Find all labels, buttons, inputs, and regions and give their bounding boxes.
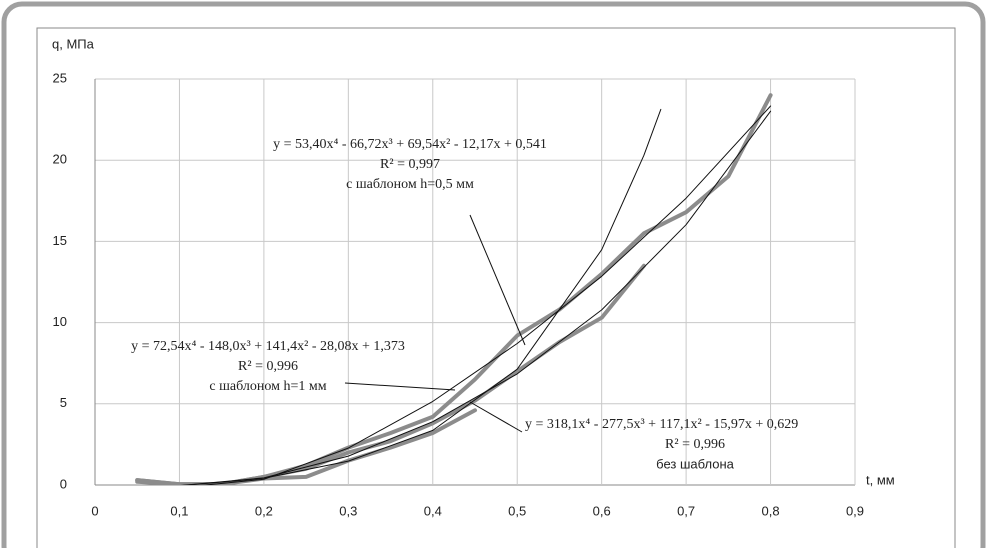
trend-equation: y = 72,54x⁴ - 148,0x³ + 141,4x² - 28,08x… [131,339,405,354]
plot-lines [135,93,773,485]
y-tick-label: 25 [53,70,67,85]
trend-equation: y = 53,40x⁴ - 66,72x³ + 69,54x² - 12,17x… [273,137,547,152]
trend-equation: y = 318,1x⁴ - 277,5x³ + 117,1x² - 15,97x… [525,417,798,432]
leader-line [469,401,523,433]
r-squared: R² = 0,997 [380,157,440,172]
y-tick-label: 20 [53,152,67,167]
trend-caption: без шаблона [656,456,734,471]
y-axis-label: q, МПа [52,36,95,51]
trend-caption: с шаблоном h=1 мм [209,379,326,394]
y-tick-label: 10 [53,314,67,329]
y-tick-label: 15 [53,233,67,248]
x-tick-label: 0,8 [762,503,780,518]
x-tick-label: 0,5 [508,503,526,518]
x-tick-label: 0,1 [170,503,188,518]
x-tick-label: 0 [91,503,98,518]
y-tick-label: 5 [60,395,67,410]
x-tick-label: 0,4 [424,503,442,518]
leader-line [469,214,526,346]
x-tick-label: 0,9 [846,503,864,518]
chart-frame [36,27,956,548]
trend-caption: с шаблоном h=0,5 мм [346,177,474,192]
x-tick-label: 0,6 [593,503,611,518]
x-axis-label: t, мм [866,472,895,487]
leader-line [344,382,456,391]
x-tick-label: 0,3 [339,503,357,518]
y-tick-label: 0 [60,476,67,491]
r-squared: R² = 0,996 [665,437,725,452]
trend-line [182,108,662,485]
x-tick-label: 0,2 [255,503,273,518]
x-tick-label: 0,7 [677,503,695,518]
trend-line [200,105,772,485]
r-squared: R² = 0,996 [238,359,298,374]
annotations: y = 53,40x⁴ - 66,72x³ + 69,54x² - 12,17x… [131,137,798,471]
